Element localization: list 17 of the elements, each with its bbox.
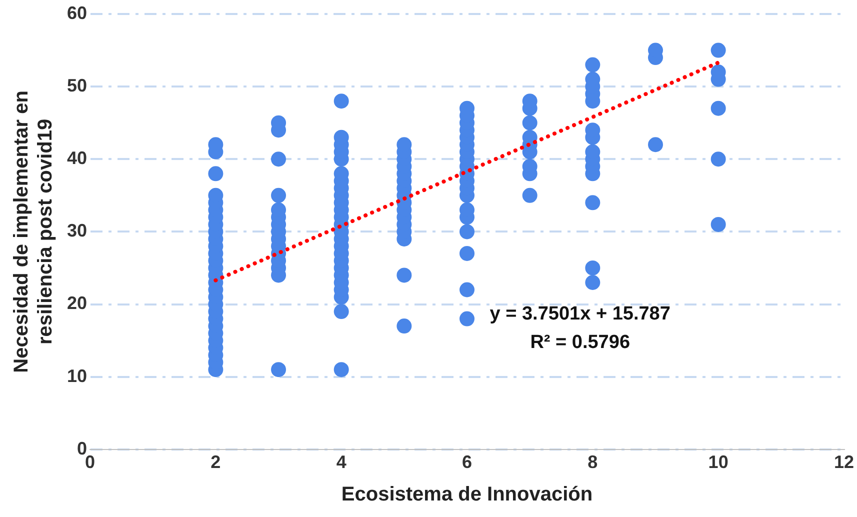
y-tick-label: 0: [77, 438, 88, 458]
x-tick-label: 4: [336, 452, 346, 472]
x-tick-label: 10: [708, 452, 728, 472]
x-tick-label: 2: [210, 452, 221, 472]
y-axis-title: Necesidad de implementar en resiliencia post covid19: [10, 90, 57, 373]
x-tick-label: 6: [462, 452, 472, 472]
annotation: y = 3.7501x + 15.787: [490, 304, 670, 325]
y-tick-label: 10: [66, 366, 88, 386]
annotation: R² = 0.5796: [530, 332, 630, 353]
x-tick-label: 12: [834, 452, 854, 472]
y-tick-label: 50: [66, 76, 88, 96]
y-tick-label: 60: [66, 2, 88, 23]
x-axis-title: Ecosistema de Innovación: [341, 484, 593, 506]
y-tick-label: 20: [66, 293, 88, 314]
x-tick-label: 8: [588, 452, 598, 472]
y-tick-label: 40: [66, 148, 88, 168]
y-tick-label: 30: [66, 220, 88, 241]
